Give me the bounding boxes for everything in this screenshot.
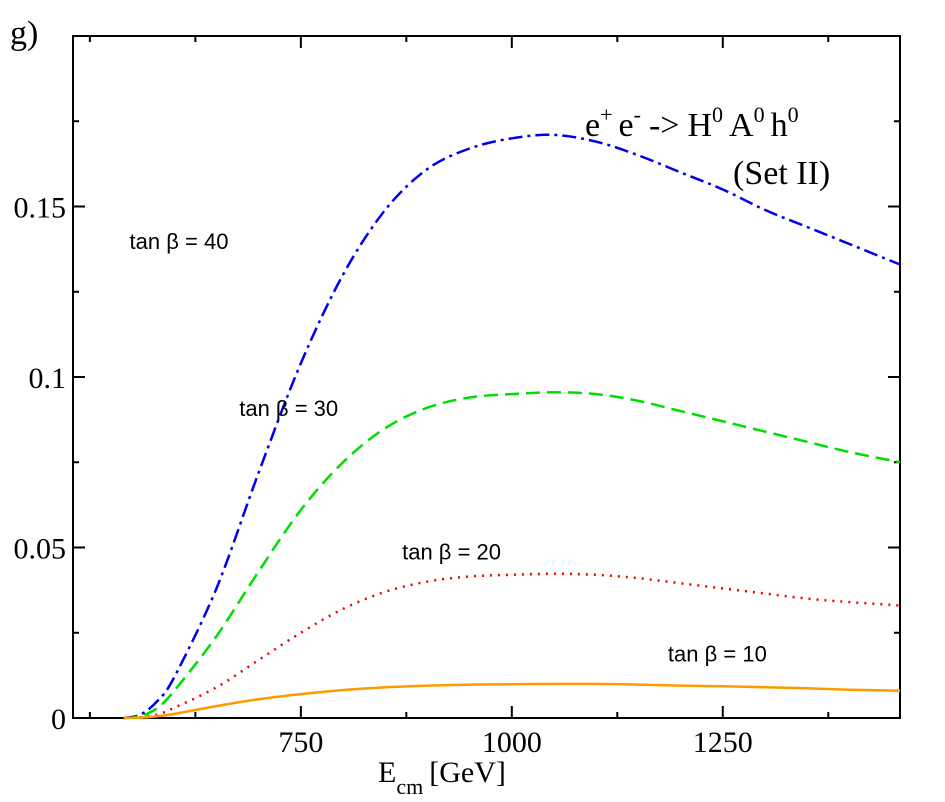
y-tick-label: 0.1 <box>29 362 67 395</box>
y-tick-label: 0.05 <box>14 533 67 566</box>
panel-label: g) <box>10 15 38 52</box>
x-tick-label: 1250 <box>693 726 753 759</box>
title-sup-plus: + <box>600 102 612 127</box>
series-annotation-2: tan β = 30 <box>239 396 338 421</box>
x-axis-label-unit: [GeV] <box>429 756 506 789</box>
series-layer <box>123 133 901 720</box>
y-tick-label: 0 <box>51 703 66 736</box>
x-axis-label: Ecm [GeV] <box>378 756 506 799</box>
title-e-minus: e <box>619 107 634 144</box>
title-A-sup: 0 <box>754 102 765 127</box>
y-tick-label: 0.15 <box>14 192 67 225</box>
series-line-3 <box>123 572 901 720</box>
series-annotation-4: tan β = 10 <box>668 642 767 667</box>
chart-subtitle: (Set II) <box>733 155 830 192</box>
title-e-plus: e <box>585 107 600 144</box>
x-axis-label-main: E <box>378 756 396 789</box>
title-h: h <box>771 107 788 144</box>
title-arrow: -> <box>649 107 680 144</box>
title-h-sup: 0 <box>788 102 799 127</box>
ticks <box>73 36 900 719</box>
series-line-4 <box>123 682 901 720</box>
labels: 750 1000 1250 0 0.05 0.1 0.15 tan β = 40 tan β =… <box>14 192 767 760</box>
x-tick-label: 1000 <box>482 726 542 759</box>
title-A: A <box>729 107 754 144</box>
chart-title: e+ e- -> H0 A0 h0 <box>585 102 799 144</box>
series-annotation-3: tan β = 20 <box>402 539 501 564</box>
title-H: H <box>687 107 712 144</box>
title-sup-minus: - <box>634 102 641 127</box>
series-line-2 <box>123 391 901 720</box>
series-annotation-1: tan β = 40 <box>130 229 229 254</box>
x-tick-label: 750 <box>278 726 323 759</box>
series-line-1 <box>123 133 901 720</box>
x-axis-label-sub: cm <box>396 774 423 799</box>
title-H-sup: 0 <box>712 102 723 127</box>
